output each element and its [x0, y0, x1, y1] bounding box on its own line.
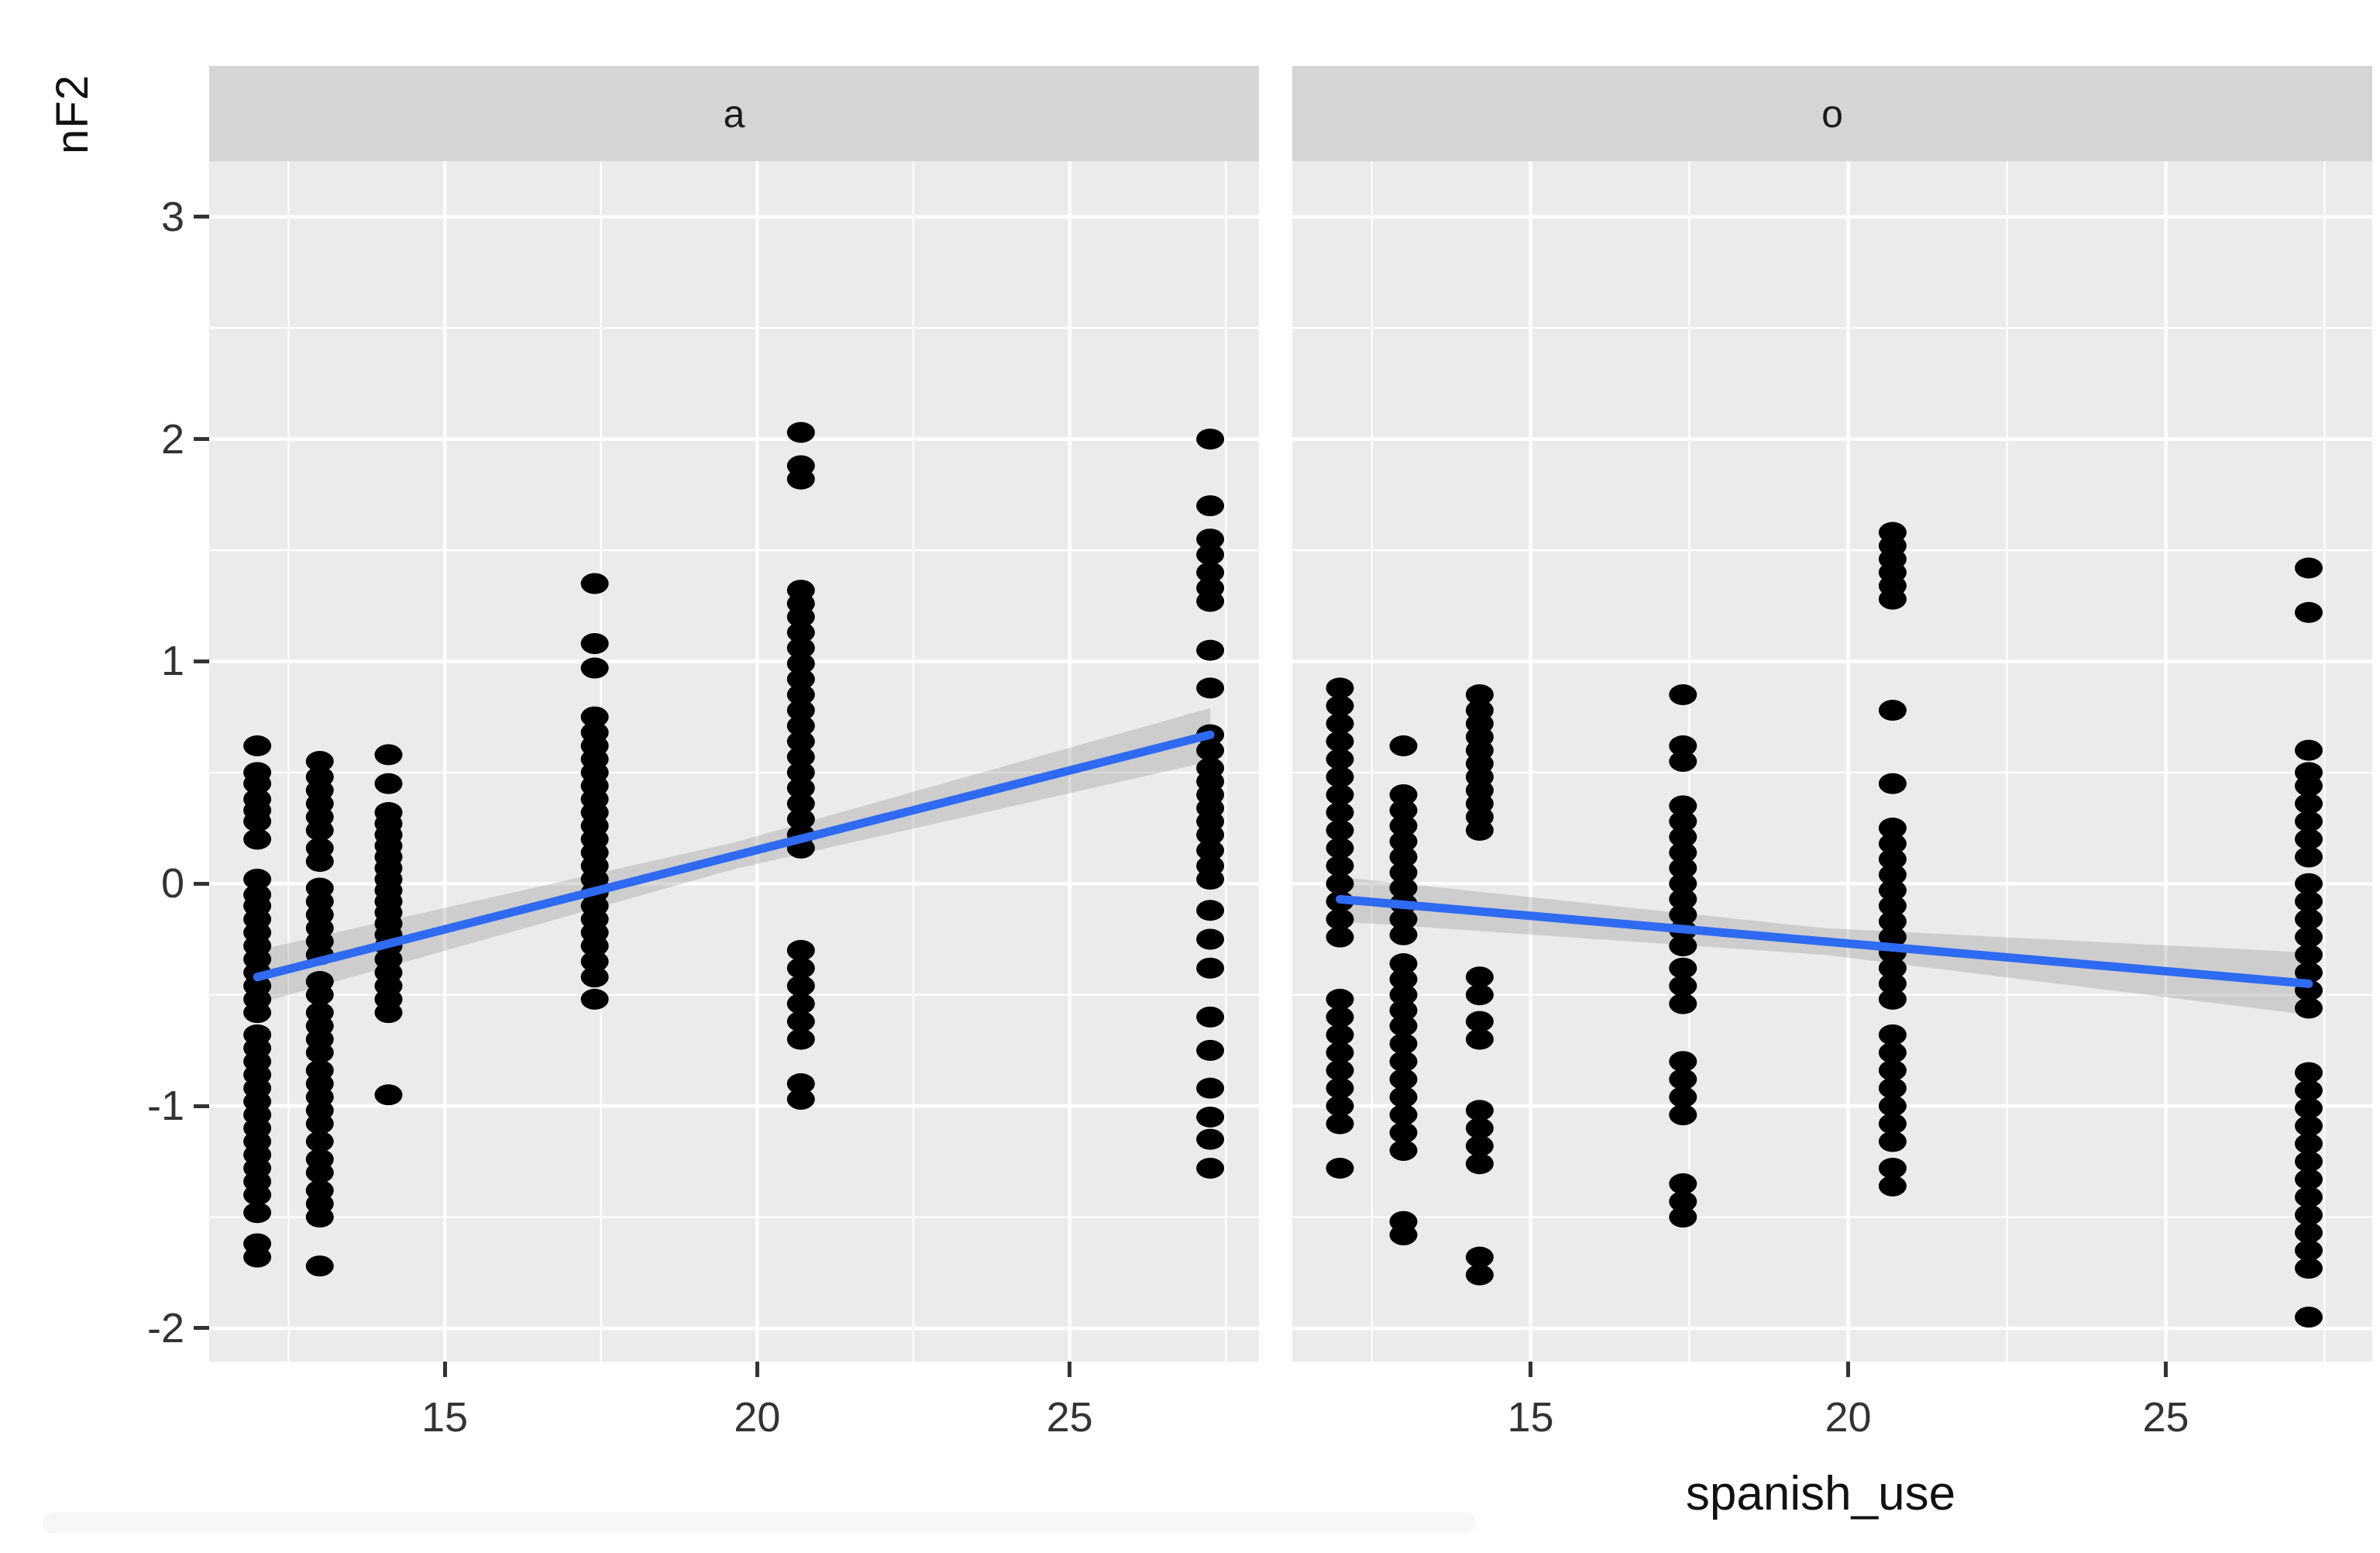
y-tick-mark [194, 659, 209, 663]
bottom-scrollbar[interactable] [43, 1512, 1476, 1534]
y-tick-label: -1 [146, 1083, 184, 1130]
facet-strip-o-label: o [1821, 91, 1843, 136]
panel-a-plot-area [209, 161, 1259, 1362]
y-tick-mark [194, 437, 209, 442]
x-tick-mark [755, 1362, 759, 1377]
y-axis-title: nF2 [46, 74, 98, 154]
panel-o-plot-area [1292, 161, 2372, 1362]
x-tick-mark [1846, 1362, 1850, 1377]
minor-gridlines [1292, 161, 2372, 1362]
regression-line [1336, 894, 2313, 988]
x-tick-label: 15 [421, 1394, 469, 1441]
confidence-band [1340, 876, 2309, 1015]
y-tick-mark [194, 881, 209, 886]
y-tick-mark [194, 215, 209, 219]
y-axis-title-box: nF2 [22, 33, 122, 195]
facet-a-svg [209, 161, 1259, 1362]
x-tick-label: 20 [1825, 1394, 1872, 1441]
x-tick-mark [442, 1362, 447, 1377]
x-axis-title: spanish_use [1685, 1467, 1956, 1520]
minor-gridlines [209, 161, 1259, 1362]
y-tick-label: 2 [160, 415, 184, 463]
facet-o-svg [1292, 161, 2372, 1362]
facet-strip-a: a [209, 66, 1259, 161]
facet-strip-a-label: a [723, 91, 745, 136]
x-tick-mark [1068, 1362, 1072, 1377]
x-tick-label: 25 [2142, 1394, 2189, 1441]
x-tick-mark [1529, 1362, 1532, 1377]
major-gridlines [209, 161, 1259, 1362]
scatter-points [1326, 522, 2323, 1328]
y-tick-label: 0 [160, 860, 184, 907]
regression-line [253, 730, 1215, 982]
y-tick-mark [194, 1104, 209, 1108]
y-tick-label: 1 [160, 638, 184, 685]
major-gridlines [1292, 161, 2372, 1362]
facet-strip-o: o [1292, 66, 2372, 161]
x-tick-label: 20 [734, 1394, 781, 1441]
x-tick-mark [2164, 1362, 2168, 1377]
y-tick-label: -2 [146, 1304, 184, 1352]
y-tick-mark [194, 1326, 209, 1331]
y-tick-label: 3 [160, 193, 184, 240]
x-tick-label: 25 [1046, 1394, 1093, 1441]
x-tick-label: 15 [1507, 1394, 1554, 1441]
scatter-points [243, 422, 1225, 1277]
